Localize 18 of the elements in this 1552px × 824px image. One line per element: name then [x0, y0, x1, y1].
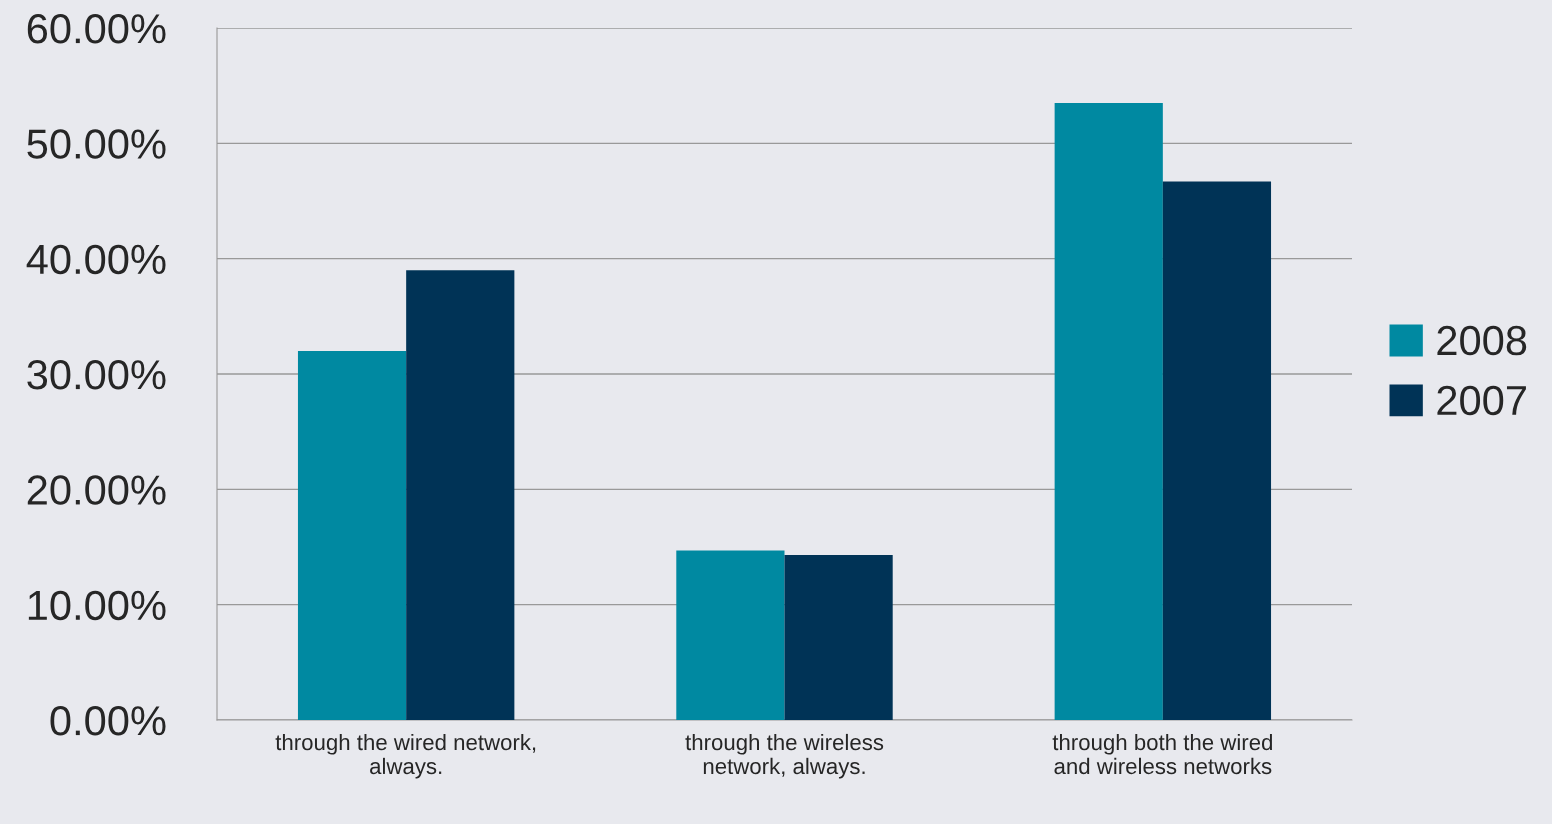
x-tick-label: through both the wired and wireless networks	[1052, 733, 1272, 775]
x-tick-label: through the wireless network, always.	[685, 733, 884, 779]
legend-label: 2007	[1437, 385, 1526, 416]
y-tick-label: 60.00%	[27, 14, 166, 44]
y-tick-label: 0.00%	[50, 706, 166, 736]
y-tick-label: 30.00%	[27, 360, 166, 390]
y-tick-label: 20.00%	[27, 475, 166, 505]
y-tick-label: 40.00%	[26, 244, 166, 275]
bar	[406, 270, 515, 720]
bar	[297, 350, 407, 720]
bar	[1054, 102, 1163, 720]
y-tick-label: 10.00%	[28, 590, 166, 621]
bar	[1162, 181, 1272, 720]
x-tick-label: through the wired network, always.	[275, 733, 536, 779]
legend-label: 2008	[1437, 325, 1527, 356]
bar	[676, 550, 785, 720]
y-tick-label: 50.00%	[27, 129, 166, 159]
bar	[784, 555, 893, 720]
